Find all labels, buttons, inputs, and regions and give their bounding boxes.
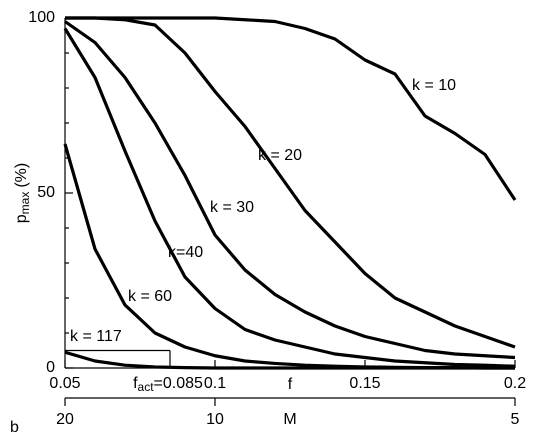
curve: [63, 27, 516, 368]
curve-label: k = 60: [128, 288, 172, 305]
marker-label: fact=0.085: [133, 375, 203, 394]
m-tick-label: 5: [511, 411, 520, 428]
curve: [64, 20, 516, 360]
x-tick-label: 0.15: [349, 375, 380, 392]
curve-label: k = 10: [412, 77, 456, 94]
y-tick-label: 100: [28, 9, 55, 26]
curve: [65, 16, 517, 201]
y-tick-label: 50: [37, 184, 55, 201]
x-tick-label: 0.1: [204, 375, 226, 392]
y-tick-label: 0: [46, 359, 55, 376]
y-label-main: p: [13, 214, 30, 223]
panel-label: b: [10, 419, 19, 436]
m-axis-label: M: [283, 411, 296, 428]
y-label-unit: (%): [13, 163, 30, 188]
marker-label-sub: act: [138, 380, 155, 394]
m-tick-label: 10: [206, 411, 224, 428]
curve: [63, 143, 515, 370]
curve-label: k=40: [168, 244, 203, 261]
x-tick-label: 0.2: [504, 375, 526, 392]
x-axis-label: f: [288, 376, 293, 393]
y-axis-label: pmax (%): [13, 163, 32, 223]
x-tick-label: 0.05: [49, 375, 80, 392]
m-tick-label: 20: [56, 411, 74, 428]
curve: [65, 16, 516, 349]
marker-label-main: f: [133, 375, 138, 392]
curve-label: k = 30: [210, 199, 254, 216]
curve: [64, 350, 515, 370]
y-label-sub: max: [18, 192, 32, 215]
curve-label: k = 117: [70, 328, 122, 345]
marker-label-rest: =0.085: [154, 375, 203, 392]
curve-label: k = 20: [258, 147, 302, 164]
